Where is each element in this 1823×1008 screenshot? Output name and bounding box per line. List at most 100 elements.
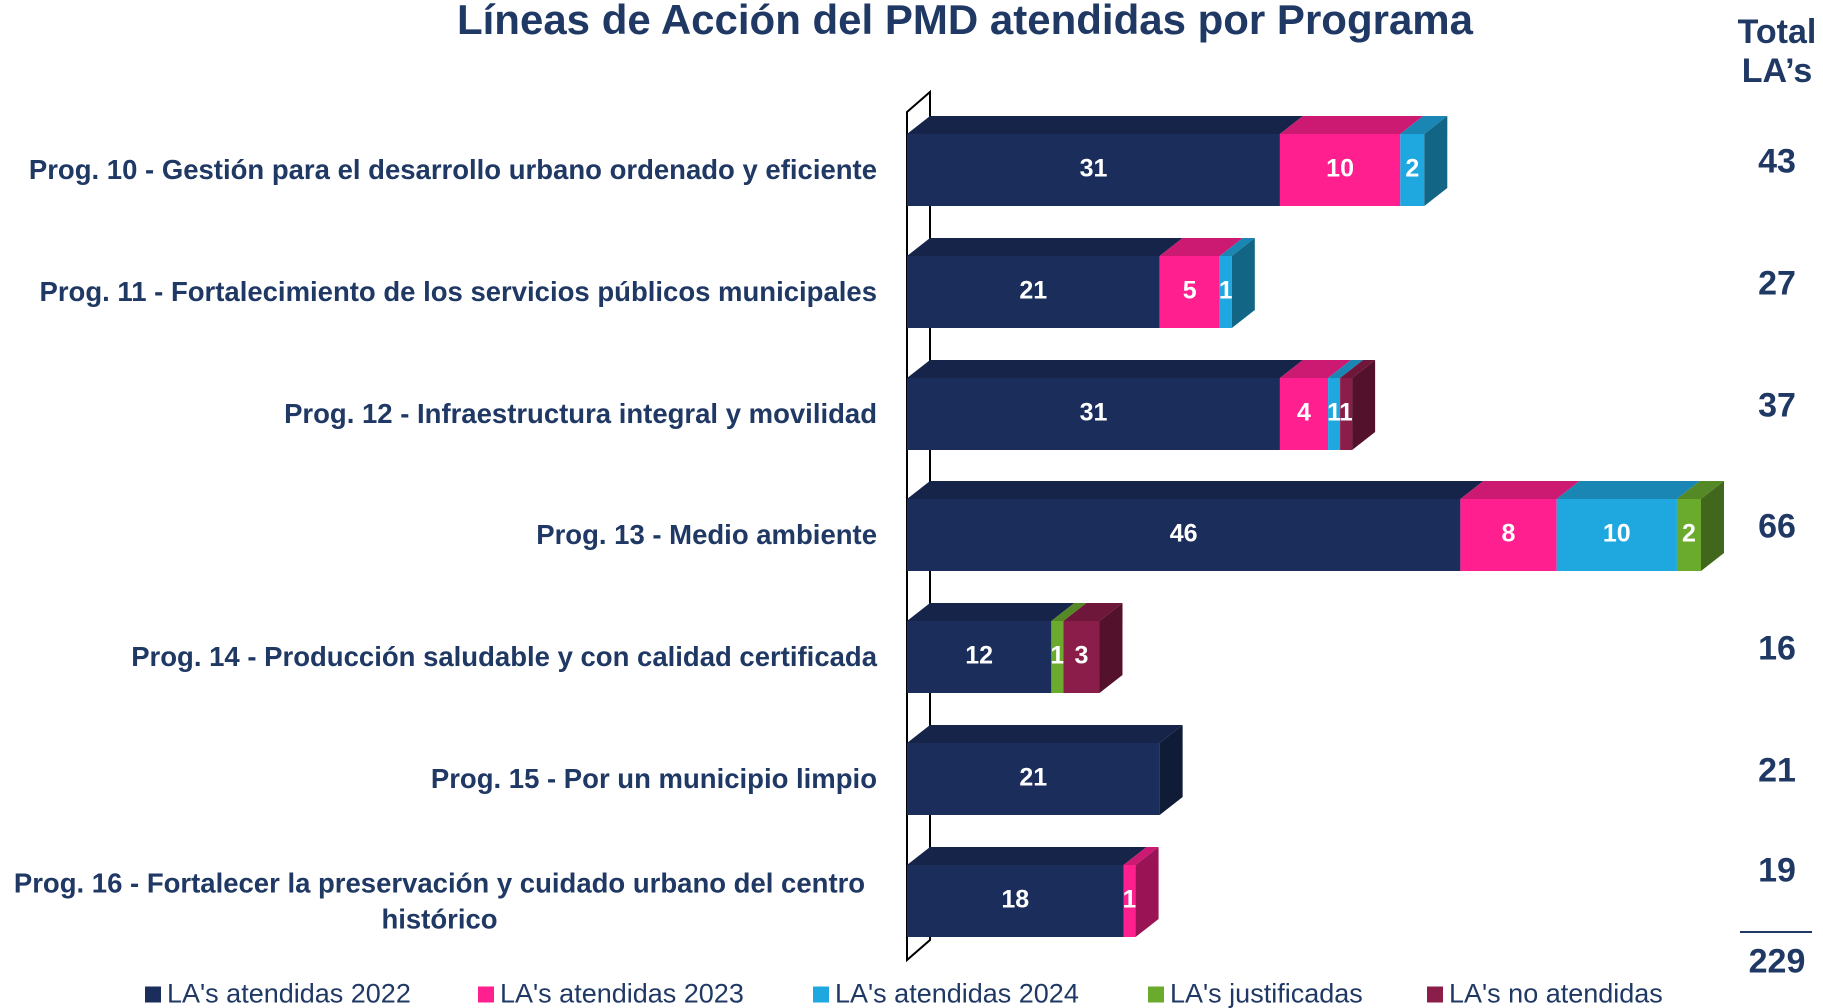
legend-swatch (1427, 986, 1443, 1002)
legend-swatch (1148, 986, 1164, 1002)
bar-segment (907, 134, 1280, 206)
category-label: Prog. 14 - Producción saludable y con ca… (131, 641, 877, 673)
grand-total: 229 (1748, 942, 1806, 981)
data-label: 1 (1219, 277, 1233, 305)
data-label: 12 (965, 642, 993, 670)
legend-swatch (478, 986, 494, 1002)
bar-segment (907, 865, 1124, 937)
category-label: Prog. 15 - Por un municipio limpio (430, 763, 877, 795)
row-total: 66 (1758, 507, 1796, 546)
data-label: 2 (1405, 155, 1419, 183)
bar-segment (1051, 621, 1064, 693)
data-label: 18 (1001, 886, 1029, 914)
bar-segment (1063, 621, 1100, 693)
legend-label: LA's atendidas 2024 (835, 978, 1079, 1008)
legend-swatch (145, 986, 161, 1002)
category-label: Prog. 10 - Gestión para el desarrollo ur… (28, 154, 877, 186)
bar-side (1352, 360, 1376, 450)
bar-top (1159, 238, 1243, 256)
data-label: 1 (1050, 642, 1064, 670)
data-label: 31 (1080, 399, 1108, 427)
bar-top (1400, 116, 1448, 134)
bar-top (1063, 603, 1123, 621)
bar-top (907, 116, 1303, 134)
row-total: 43 (1758, 142, 1796, 181)
bar-segment (907, 378, 1280, 450)
bar-top (1340, 360, 1376, 378)
bar-segment (1279, 378, 1329, 450)
bar-side (1099, 603, 1123, 693)
bar-top (1460, 481, 1580, 499)
bar-side (1135, 847, 1159, 937)
bar-side (1159, 725, 1183, 815)
bar-segment (1556, 499, 1677, 571)
legend-label: LA's no atendidas (1449, 978, 1663, 1008)
bar-segment (1460, 499, 1557, 571)
bar-top (907, 725, 1183, 743)
data-label: 4 (1297, 399, 1311, 427)
row-total: 19 (1758, 851, 1796, 890)
category-label: Prog. 16 - Fortalecer la preservación y … (13, 867, 866, 934)
bar-segment (1123, 865, 1136, 937)
data-label: 10 (1326, 155, 1354, 183)
category-label: Prog. 12 - Infraestructura integral y mo… (284, 398, 877, 430)
data-label: 5 (1183, 277, 1197, 305)
bar-top (1676, 481, 1724, 499)
legend-label: LA's atendidas 2023 (500, 978, 744, 1008)
legend-item: LA's no atendidas (1427, 979, 1663, 1008)
data-label: 1 (1123, 886, 1137, 914)
bar-segment (907, 621, 1052, 693)
bar-top (1279, 116, 1424, 134)
row-total: 27 (1758, 264, 1796, 303)
bar-segment (1340, 378, 1353, 450)
bar-side (1424, 116, 1448, 206)
data-label: 21 (1019, 277, 1047, 305)
bar-segment (907, 743, 1160, 815)
bar-top (1556, 481, 1700, 499)
bar-segment (1279, 134, 1401, 206)
bar-top (1051, 603, 1087, 621)
data-label: 3 (1074, 642, 1088, 670)
row-total: 37 (1758, 386, 1796, 425)
bar-segment (1219, 256, 1232, 328)
category-label: Prog. 13 - Medio ambiente (536, 519, 877, 551)
bar-segment (1328, 378, 1341, 450)
bar-top (1123, 847, 1159, 865)
legend-item: LA's atendidas 2023 (478, 979, 744, 1008)
legend-label: LA's justificadas (1170, 978, 1363, 1008)
data-label: 31 (1080, 155, 1108, 183)
data-label: 2 (1682, 520, 1696, 548)
bar-top (1328, 360, 1364, 378)
legend-label: LA's atendidas 2022 (167, 978, 411, 1008)
bar-segment (907, 499, 1461, 571)
bar-top (907, 847, 1147, 865)
bar-segment (1159, 256, 1220, 328)
legend-item: LA's justificadas (1148, 979, 1363, 1008)
data-label: 8 (1502, 520, 1516, 548)
bar-top (907, 603, 1075, 621)
data-label: 10 (1603, 520, 1631, 548)
bar-top (907, 481, 1484, 499)
bar-side (1701, 481, 1724, 571)
data-label: 46 (1170, 520, 1198, 548)
bar-top (1219, 238, 1255, 256)
totals-header: Total LA’s (1737, 12, 1817, 90)
data-label: 1 (1339, 399, 1353, 427)
row-total: 21 (1758, 751, 1796, 790)
data-label: 1 (1327, 399, 1341, 427)
category-label: Prog. 11 - Fortalecimiento de los servic… (39, 276, 877, 308)
bar-top (907, 238, 1183, 256)
bar-side (1231, 238, 1255, 328)
chart-title: Líneas de Acción del PMD atendidas por P… (456, 0, 1474, 43)
legend-item: LA's atendidas 2024 (813, 979, 1079, 1008)
bar-top (1279, 360, 1352, 378)
data-label: 21 (1019, 764, 1047, 792)
bar-segment (1676, 499, 1701, 571)
legend-item: LA's atendidas 2022 (145, 979, 411, 1008)
row-total: 16 (1758, 629, 1796, 668)
bar-segment (907, 256, 1160, 328)
bar-top (907, 360, 1303, 378)
bar-segment (1400, 134, 1425, 206)
